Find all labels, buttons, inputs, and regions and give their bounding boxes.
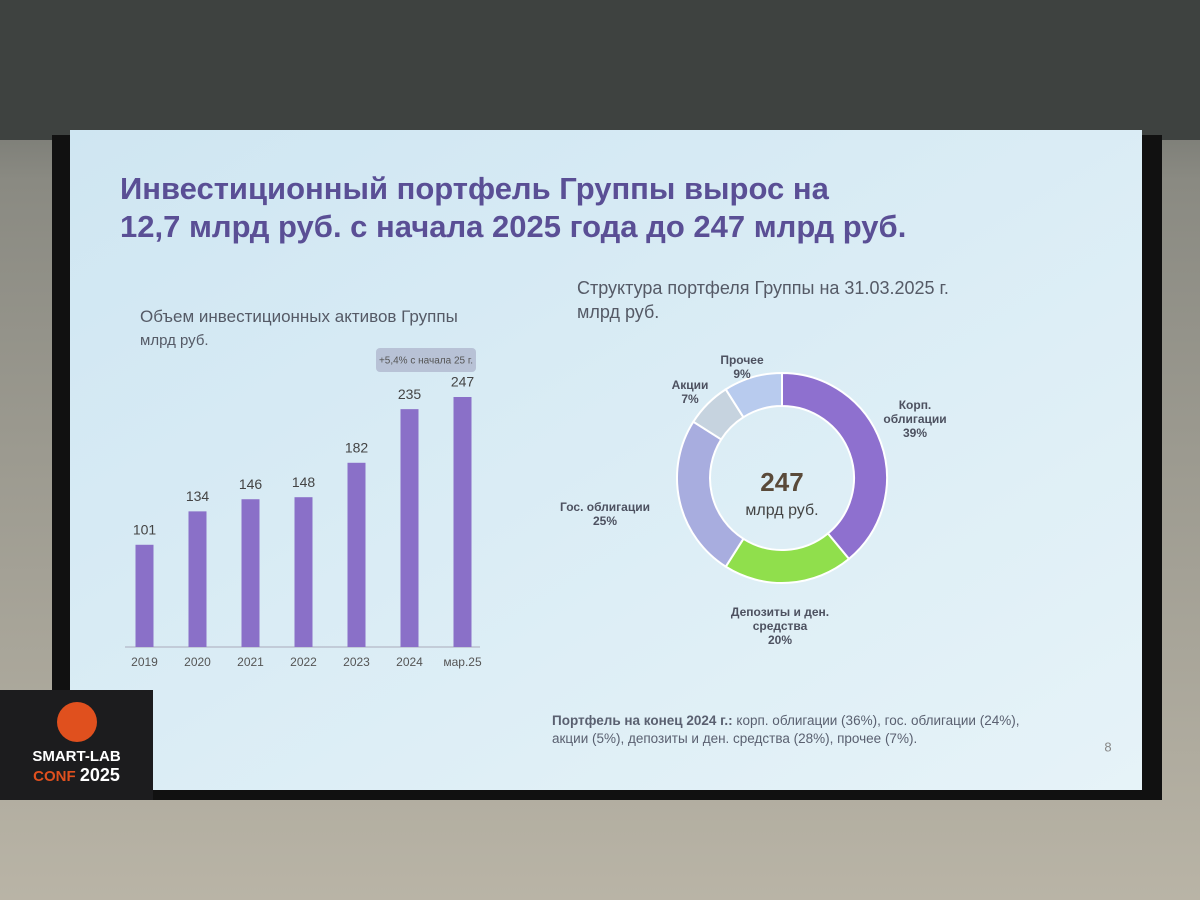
slice-value: 20% bbox=[767, 633, 793, 647]
slide bbox=[70, 130, 1142, 790]
bar bbox=[453, 397, 472, 647]
center-value: 247 bbox=[760, 467, 803, 497]
footnote-text: корп. облигации (36%), гос. облигации (2… bbox=[552, 713, 1020, 746]
bar bbox=[188, 511, 207, 647]
x-tick-label: 2022 bbox=[290, 655, 317, 669]
bar-subtitle: млрд руб. bbox=[140, 332, 209, 349]
slice-label: Гос. облигации bbox=[560, 500, 650, 514]
bar bbox=[347, 462, 366, 647]
bar bbox=[135, 544, 154, 647]
donut-title: Структура портфеля Группы на 31.03.2025 … bbox=[577, 278, 949, 298]
ceiling bbox=[0, 0, 1200, 140]
slice-label: Депозиты и ден. средства bbox=[730, 605, 830, 633]
donut-titles: Структура портфеля Группы на 31.03.2025 … bbox=[577, 276, 949, 324]
bar bbox=[294, 497, 313, 647]
slice-value: 9% bbox=[733, 367, 751, 381]
slice-value: 7% bbox=[681, 392, 699, 406]
x-tick-label: 2020 bbox=[184, 655, 211, 669]
x-tick-label: мар.25 bbox=[443, 655, 482, 669]
x-tick-label: 2021 bbox=[237, 655, 264, 669]
slice-value: 25% bbox=[592, 514, 618, 528]
slice-label: Корп. облигации bbox=[883, 398, 947, 426]
badge-line: SMART-LAB bbox=[32, 748, 121, 765]
annotation-box bbox=[376, 348, 476, 372]
value-label: 146 bbox=[239, 476, 263, 492]
slice-value: 39% bbox=[902, 426, 928, 440]
title-line: 12,7 млрд руб. с начала 2025 года до 247… bbox=[120, 209, 907, 244]
footnote-label: Портфель на конец 2024 г.: bbox=[552, 713, 733, 728]
x-tick-label: 2019 bbox=[131, 655, 158, 669]
value-label: 247 bbox=[451, 374, 475, 390]
slice-label: Прочее bbox=[720, 353, 764, 367]
footnote: Портфель на конец 2024 г.: корп. облигац… bbox=[552, 712, 1022, 748]
bar-titles: Объем инвестиционных активов Группы млрд… bbox=[140, 305, 458, 353]
badge-line: CONF bbox=[33, 768, 76, 785]
value-label: 101 bbox=[133, 521, 157, 537]
donut-slice bbox=[781, 371, 888, 561]
x-tick-label: 2023 bbox=[343, 655, 370, 669]
value-label: 235 bbox=[398, 386, 422, 402]
bar-title: Объем инвестиционных активов Группы bbox=[140, 307, 458, 326]
badge: SMART-LAB CONF 2025 bbox=[0, 690, 153, 800]
annotation: +5,4% с начала 25 г. bbox=[379, 356, 473, 367]
bar bbox=[400, 409, 419, 647]
value-label: 182 bbox=[345, 439, 369, 455]
value-label: 148 bbox=[292, 474, 316, 490]
x-tick-label: 2024 bbox=[396, 655, 423, 669]
value-label: 134 bbox=[186, 488, 210, 504]
badge-logo bbox=[56, 702, 97, 742]
donut-slice bbox=[724, 371, 783, 419]
donut-subtitle: млрд руб. bbox=[577, 302, 660, 322]
title-line: Инвестиционный портфель Группы вырос на bbox=[120, 171, 829, 206]
bar bbox=[241, 499, 260, 647]
page-number: 8 bbox=[1104, 739, 1111, 754]
slice-label: Акции bbox=[671, 378, 709, 392]
center-label: млрд руб. bbox=[745, 502, 818, 519]
slide-title: Инвестиционный портфель Группы вырос на … bbox=[120, 170, 906, 246]
badge-line: 2025 bbox=[79, 765, 120, 785]
